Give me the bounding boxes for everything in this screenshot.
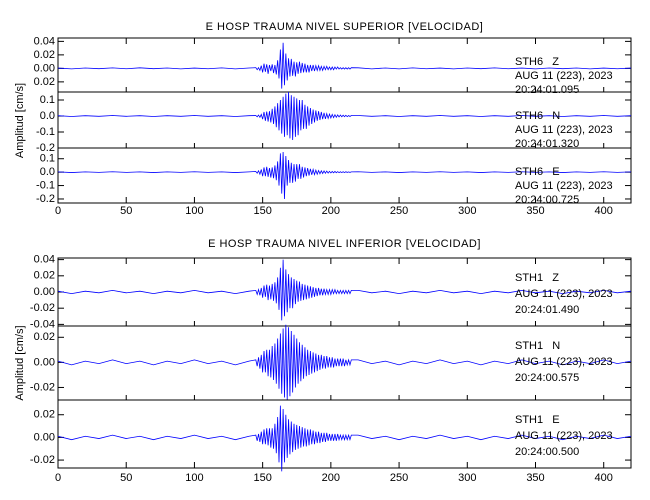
- y-tick-label: 0.1: [40, 94, 55, 106]
- y-tick-label: 0.02: [34, 49, 55, 61]
- y-axis-label: Amplitud [cm/s]: [14, 83, 26, 158]
- trace-annotation: AUG 11 (223), 2023: [515, 356, 613, 368]
- x-tick-label: 150: [253, 472, 271, 484]
- x-tick-label: 250: [390, 472, 408, 484]
- x-tick-label: 150: [253, 205, 271, 217]
- panel-frame: [57, 147, 632, 204]
- x-tick-label: 0: [55, 472, 61, 484]
- y-tick-label: 0.02: [34, 409, 55, 421]
- y-tick-label: 0.02: [34, 76, 55, 88]
- x-tick-label: 250: [390, 205, 408, 217]
- x-tick-label: 300: [458, 205, 476, 217]
- trace-annotation: STH1 E: [515, 414, 560, 426]
- trace-annotation: 20:24:01.490: [515, 304, 579, 316]
- waveform: [57, 42, 632, 89]
- y-tick-label: 0.02: [34, 270, 55, 282]
- trace-annotation: STH1 N: [515, 340, 560, 352]
- trace-annotation: AUG 11 (223), 2023: [515, 430, 613, 442]
- waveform: [57, 91, 632, 141]
- y-tick-label: 0.04: [34, 254, 55, 266]
- trace-annotation: STH6 N: [515, 110, 560, 122]
- y-axis-label: Amplitud [cm/s]: [14, 325, 26, 400]
- chart-title: E HOSP TRAUMA NIVEL SUPERIOR [VELOCIDAD]: [206, 21, 484, 33]
- trace-annotation: 20:24:00.575: [515, 372, 579, 384]
- y-tick-label: 0.00: [34, 286, 55, 298]
- y-tick-label: 0.04: [34, 35, 55, 47]
- y-tick-label: -0.02: [30, 454, 55, 466]
- y-tick-label: -0.2: [36, 142, 55, 154]
- x-tick-label: 200: [322, 205, 340, 217]
- waveform: [57, 324, 632, 401]
- x-tick-label: 350: [526, 472, 544, 484]
- trace-annotation: 20:24:01.320: [515, 138, 579, 150]
- x-tick-label: 400: [595, 205, 613, 217]
- y-tick-label: 0.02: [34, 331, 55, 343]
- x-tick-label: 400: [595, 472, 613, 484]
- y-tick-label: -0.02: [30, 302, 55, 314]
- waveform: [57, 259, 632, 321]
- waveform: [57, 405, 632, 472]
- x-tick-label: 200: [322, 472, 340, 484]
- y-tick-label: 0.00: [34, 356, 55, 368]
- trace-annotation: 20:24:00.500: [515, 446, 579, 458]
- trace-annotation: STH6 Z: [515, 56, 559, 68]
- y-tick-label: 0.0: [40, 110, 55, 122]
- y-tick-label: -0.1: [36, 179, 55, 191]
- x-tick-label: 100: [185, 205, 203, 217]
- waveform: [57, 152, 632, 199]
- y-tick-label: -0.2: [36, 193, 55, 205]
- trace-annotation: AUG 11 (223), 2023: [515, 180, 613, 192]
- x-tick-label: 50: [120, 472, 132, 484]
- trace-annotation: AUG 11 (223), 2023: [515, 124, 613, 136]
- trace-annotation: STH1 Z: [515, 272, 559, 284]
- y-tick-label: 0.00: [34, 62, 55, 74]
- x-tick-label: 350: [526, 205, 544, 217]
- x-tick-label: 100: [185, 472, 203, 484]
- y-tick-label: -0.1: [36, 126, 55, 138]
- y-tick-label: 0.1: [40, 153, 55, 165]
- y-tick-label: 0.0: [40, 166, 55, 178]
- trace-annotation: STH6 E: [515, 166, 560, 178]
- trace-annotation: 20:24:00.725: [515, 194, 579, 206]
- trace-annotation: 20:24:01.095: [515, 84, 579, 96]
- y-tick-label: 0.00: [34, 431, 55, 443]
- chart-title: E HOSP TRAUMA NIVEL INFERIOR [VELOCIDAD]: [208, 238, 481, 250]
- x-tick-label: 0: [55, 205, 61, 217]
- y-tick-label: -0.04: [30, 318, 55, 330]
- trace-annotation: AUG 11 (223), 2023: [515, 288, 613, 300]
- y-tick-label: -0.02: [30, 381, 55, 393]
- panel-frame: [57, 399, 632, 469]
- x-tick-label: 300: [458, 472, 476, 484]
- x-tick-label: 50: [120, 205, 132, 217]
- trace-annotation: AUG 11 (223), 2023: [515, 70, 613, 82]
